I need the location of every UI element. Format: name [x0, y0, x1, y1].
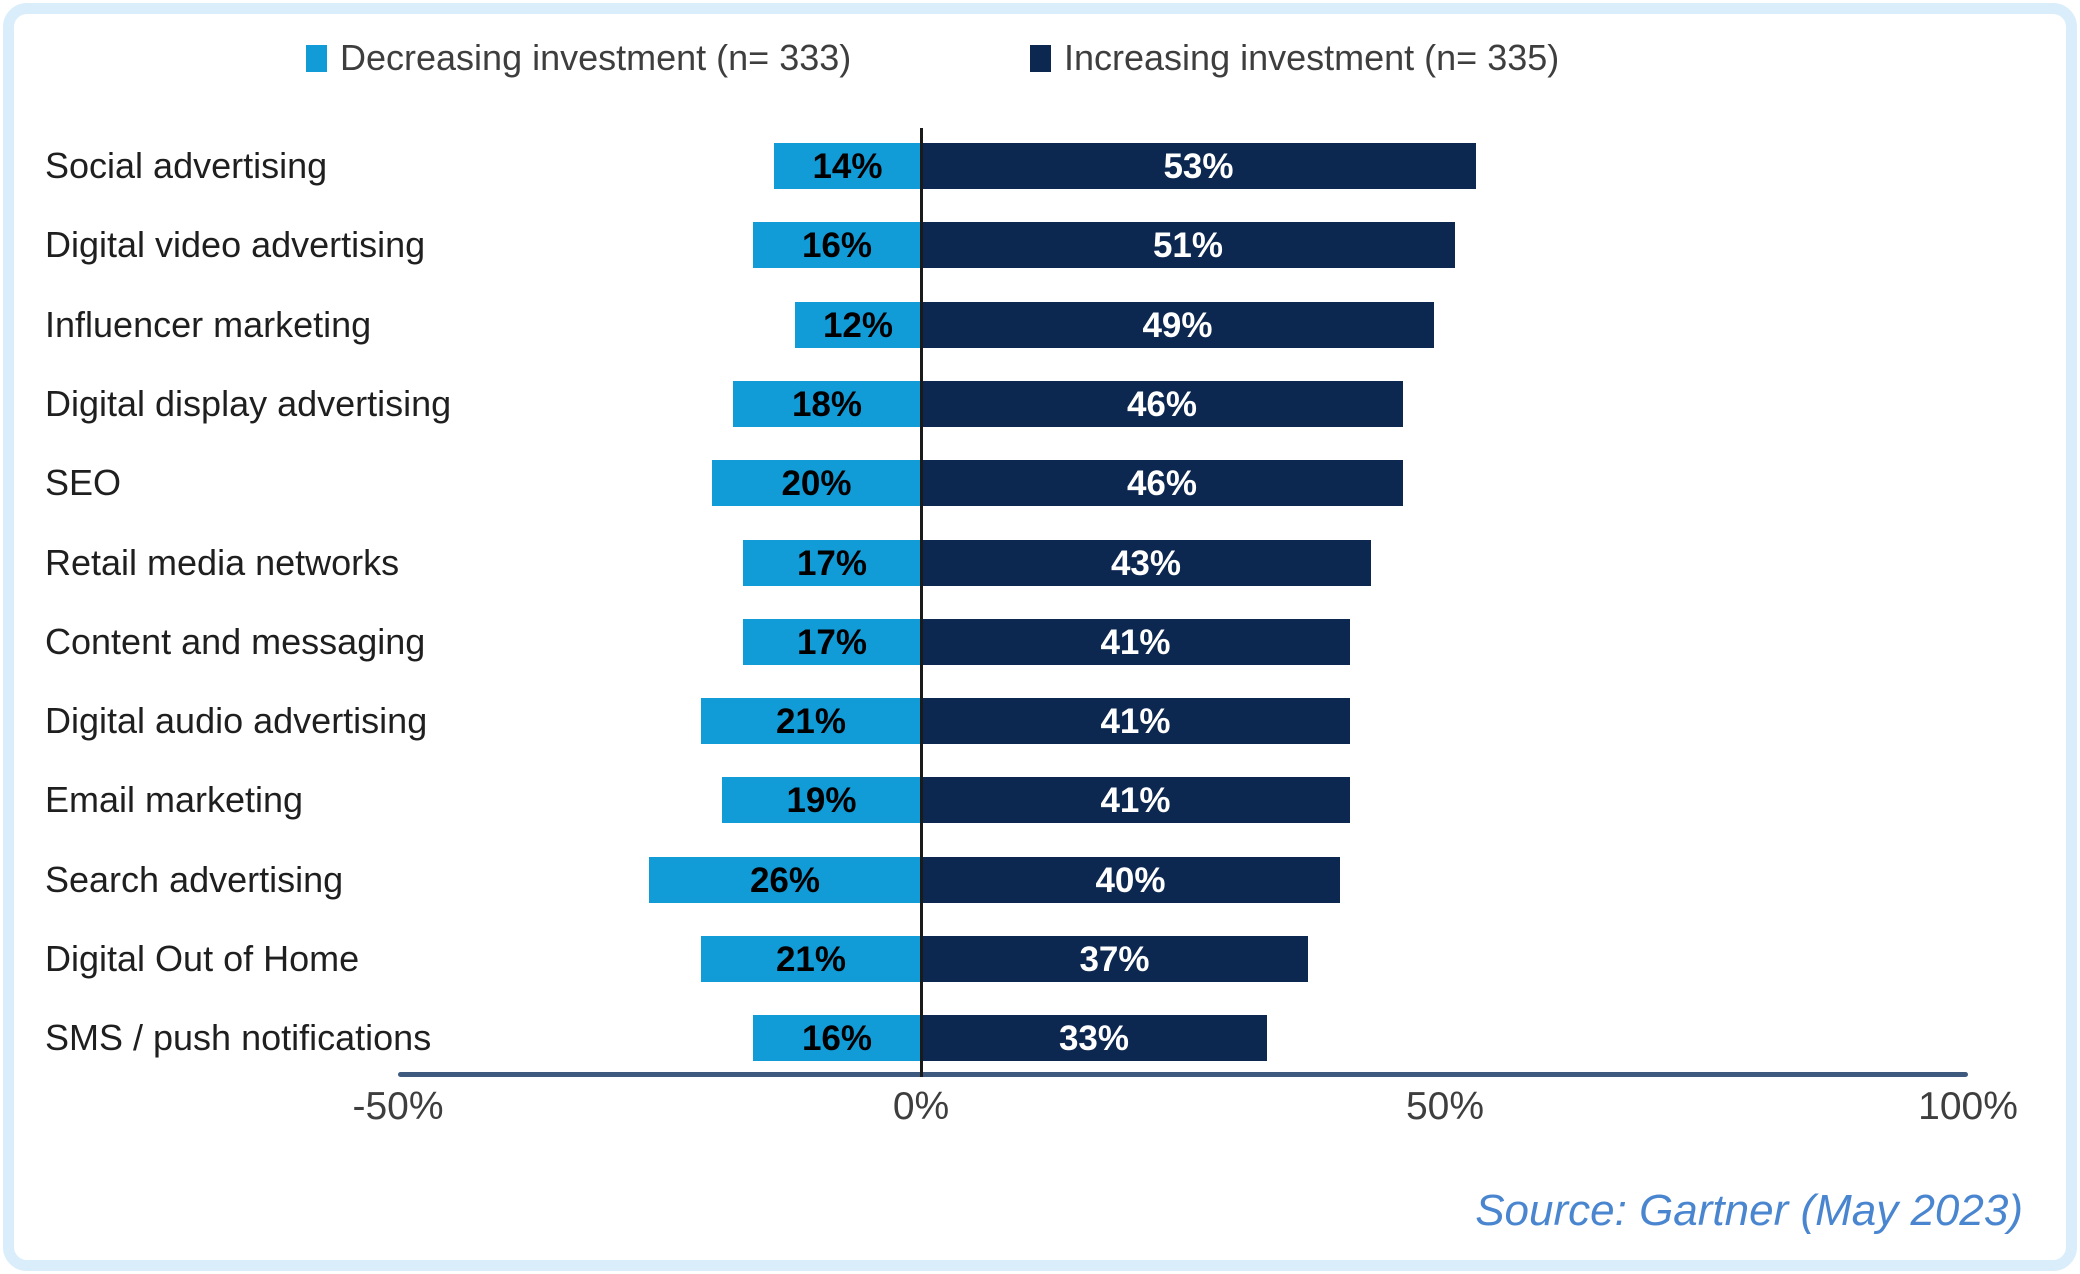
category-label: SEO: [45, 462, 122, 503]
decreasing-bar: 16%: [753, 1015, 921, 1061]
category-label: Influencer marketing: [45, 304, 372, 345]
increasing-value-label: 46%: [1126, 384, 1198, 424]
decreasing-value-label: 12%: [822, 305, 894, 345]
source-attribution: Source: Gartner (May 2023): [1475, 1186, 2023, 1235]
increasing-bar: 53%: [921, 143, 1476, 189]
increasing-bar: 46%: [921, 460, 1403, 506]
chart-row: SMS / push notifications 16% 33%: [0, 1015, 2080, 1061]
category-label: Social advertising: [45, 145, 328, 186]
increasing-bar: 46%: [921, 381, 1403, 427]
decreasing-value-label: 21%: [775, 701, 847, 741]
chart-row: Digital Out of Home 21% 37%: [0, 936, 2080, 982]
increasing-bar: 41%: [921, 698, 1350, 744]
increasing-bar: 37%: [921, 936, 1308, 982]
decreasing-value-label: 16%: [801, 1018, 873, 1058]
category-label: Digital video advertising: [45, 224, 426, 265]
x-axis-tick-label: 0%: [892, 1085, 950, 1128]
x-axis-line: [398, 1072, 1968, 1077]
category-label: SMS / push notifications: [45, 1017, 432, 1058]
decreasing-value-label: 20%: [781, 463, 852, 503]
increasing-value-label: 49%: [1142, 305, 1213, 345]
increasing-bar: 33%: [921, 1015, 1267, 1061]
category-label: Digital audio advertising: [45, 700, 428, 741]
increasing-bar: 49%: [921, 302, 1434, 348]
decreasing-bar: 18%: [733, 381, 921, 427]
chart-row: Content and messaging 17% 41%: [0, 619, 2080, 665]
legend-label-increasing: Increasing investment (n= 335): [1064, 37, 1560, 78]
increasing-value-label: 41%: [1100, 780, 1171, 820]
x-axis-tick-label: -50%: [352, 1085, 444, 1128]
decreasing-bar: 20%: [712, 460, 921, 506]
decreasing-value-label: 17%: [796, 622, 868, 662]
increasing-value-label: 40%: [1095, 860, 1166, 900]
category-label: Digital display advertising: [45, 383, 452, 424]
increasing-bar: 51%: [921, 222, 1455, 268]
decreasing-bar: 17%: [743, 540, 921, 586]
decreasing-value-label: 19%: [786, 780, 857, 820]
increasing-value-label: 37%: [1079, 939, 1150, 979]
category-label: Email marketing: [45, 779, 304, 820]
chart-row: Digital display advertising 18% 46%: [0, 381, 2080, 427]
decreasing-bar: 26%: [649, 857, 921, 903]
increasing-value-label: 53%: [1163, 146, 1234, 186]
category-label: Digital Out of Home: [45, 938, 360, 979]
decreasing-bar: 21%: [701, 698, 921, 744]
chart-row: Digital audio advertising 21% 41%: [0, 698, 2080, 744]
decreasing-bar: 12%: [795, 302, 921, 348]
chart-row: Influencer marketing 12% 49%: [0, 302, 2080, 348]
increasing-value-label: 33%: [1058, 1018, 1130, 1058]
legend-label-decreasing: Decreasing investment (n= 333): [340, 37, 852, 78]
increasing-value-label: 43%: [1110, 543, 1182, 583]
legend-swatch-decreasing-icon: [306, 44, 327, 72]
decreasing-bar: 14%: [774, 143, 921, 189]
decreasing-value-label: 26%: [749, 860, 821, 900]
x-axis-tick-label: 100%: [1918, 1085, 2018, 1128]
legend-swatch-increasing-icon: [1030, 44, 1051, 72]
increasing-value-label: 46%: [1126, 463, 1198, 503]
legend: Decreasing investment (n= 333) Increasin…: [0, 0, 2080, 110]
decreasing-value-label: 21%: [775, 939, 847, 979]
category-label: Retail media networks: [45, 542, 400, 583]
decreasing-value-label: 14%: [812, 146, 883, 186]
legend-item-increasing: Increasing investment (n= 335): [1030, 36, 1559, 80]
chart-row: Social advertising 14% 53%: [0, 143, 2080, 189]
increasing-value-label: 41%: [1100, 622, 1171, 662]
increasing-bar: 40%: [921, 857, 1340, 903]
chart-row: Digital video advertising 16% 51%: [0, 222, 2080, 268]
decreasing-bar: 17%: [743, 619, 921, 665]
chart-row: Retail media networks 17% 43%: [0, 540, 2080, 586]
chart-row: Email marketing 19% 41%: [0, 777, 2080, 823]
chart-row: Search advertising 26% 40%: [0, 857, 2080, 903]
category-label: Search advertising: [45, 859, 344, 900]
increasing-bar: 41%: [921, 619, 1350, 665]
legend-item-decreasing: Decreasing investment (n= 333): [306, 36, 851, 80]
decreasing-bar: 16%: [753, 222, 921, 268]
increasing-value-label: 41%: [1100, 701, 1171, 741]
chart-row: SEO 20% 46%: [0, 460, 2080, 506]
increasing-bar: 43%: [921, 540, 1371, 586]
category-label: Content and messaging: [45, 621, 426, 662]
x-axis-tick-label: 50%: [1405, 1085, 1485, 1128]
decreasing-bar: 19%: [722, 777, 921, 823]
decreasing-value-label: 16%: [801, 225, 873, 265]
increasing-bar: 41%: [921, 777, 1350, 823]
decreasing-value-label: 18%: [791, 384, 863, 424]
zero-baseline: [920, 128, 923, 1077]
increasing-value-label: 51%: [1152, 225, 1224, 265]
decreasing-value-label: 17%: [796, 543, 868, 583]
decreasing-bar: 21%: [701, 936, 921, 982]
